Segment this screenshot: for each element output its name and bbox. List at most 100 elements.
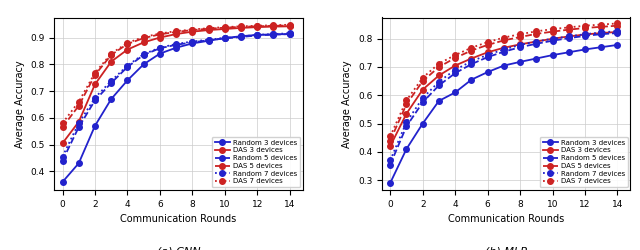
- Y-axis label: Average Accuracy: Average Accuracy: [15, 60, 25, 148]
- DAS 7 devices: [597, 23, 605, 26]
- Random 7 devices: [614, 30, 621, 32]
- DAS 5 devices: [253, 25, 261, 28]
- DAS 3 devices: [451, 64, 459, 67]
- Random 3 devices: [189, 42, 196, 45]
- DAS 3 devices: [419, 88, 426, 91]
- DAS 5 devices: [189, 28, 196, 32]
- Random 7 devices: [189, 40, 196, 43]
- DAS 7 devices: [253, 24, 261, 27]
- Random 5 devices: [189, 41, 196, 44]
- Random 5 devices: [500, 50, 508, 53]
- Random 7 devices: [108, 80, 115, 82]
- DAS 7 devices: [59, 122, 67, 125]
- Random 3 devices: [532, 57, 540, 60]
- DAS 7 devices: [140, 36, 147, 38]
- Random 5 devices: [403, 125, 410, 128]
- Random 5 devices: [435, 84, 443, 87]
- Random 7 devices: [548, 37, 556, 40]
- Random 7 devices: [532, 40, 540, 43]
- Random 7 devices: [565, 35, 573, 38]
- DAS 3 devices: [108, 60, 115, 63]
- Random 3 devices: [435, 100, 443, 102]
- DAS 3 devices: [221, 28, 228, 30]
- DAS 3 devices: [548, 37, 556, 40]
- Random 3 devices: [548, 54, 556, 56]
- Random 5 devices: [205, 39, 212, 42]
- DAS 7 devices: [419, 76, 426, 79]
- DAS 3 devices: [403, 112, 410, 115]
- Random 3 devices: [614, 44, 621, 46]
- Line: DAS 3 devices: DAS 3 devices: [387, 29, 620, 149]
- Random 5 devices: [108, 82, 115, 84]
- DAS 3 devices: [597, 32, 605, 34]
- DAS 7 devices: [516, 33, 524, 36]
- Line: Random 3 devices: Random 3 devices: [387, 42, 620, 186]
- Random 3 devices: [124, 79, 131, 82]
- Random 5 devices: [59, 159, 67, 162]
- DAS 5 devices: [172, 30, 180, 34]
- DAS 3 devices: [91, 83, 99, 86]
- DAS 5 devices: [221, 26, 228, 29]
- Random 7 devices: [435, 80, 443, 83]
- Random 5 devices: [597, 33, 605, 36]
- X-axis label: Communication Rounds: Communication Rounds: [120, 214, 237, 224]
- DAS 3 devices: [237, 26, 245, 30]
- Random 7 devices: [75, 122, 83, 125]
- Random 5 devices: [419, 101, 426, 104]
- DAS 3 devices: [59, 142, 67, 145]
- Random 7 devices: [286, 32, 294, 35]
- DAS 5 devices: [548, 30, 556, 33]
- Random 3 devices: [205, 39, 212, 42]
- DAS 7 devices: [172, 30, 180, 33]
- DAS 5 devices: [581, 26, 589, 30]
- Random 3 devices: [286, 32, 294, 35]
- Random 5 devices: [614, 32, 621, 34]
- Random 5 devices: [532, 42, 540, 45]
- DAS 3 devices: [189, 30, 196, 33]
- Random 7 devices: [581, 33, 589, 36]
- DAS 7 devices: [581, 24, 589, 27]
- Random 7 devices: [91, 96, 99, 99]
- DAS 7 devices: [205, 27, 212, 30]
- DAS 7 devices: [221, 26, 228, 29]
- Random 3 devices: [108, 98, 115, 100]
- Random 5 devices: [387, 163, 394, 166]
- Random 7 devices: [484, 53, 492, 56]
- Title: (a) CNN: (a) CNN: [157, 246, 200, 250]
- DAS 3 devices: [172, 32, 180, 35]
- DAS 5 devices: [419, 80, 426, 83]
- DAS 5 devices: [205, 27, 212, 30]
- Random 5 devices: [468, 63, 476, 66]
- Random 5 devices: [581, 34, 589, 37]
- Y-axis label: Average Accuracy: Average Accuracy: [342, 60, 353, 148]
- DAS 3 devices: [156, 36, 164, 39]
- DAS 5 devices: [500, 39, 508, 42]
- Random 5 devices: [484, 56, 492, 58]
- DAS 7 devices: [108, 52, 115, 55]
- Random 3 devices: [468, 78, 476, 81]
- Random 5 devices: [548, 39, 556, 42]
- DAS 5 devices: [124, 42, 131, 45]
- DAS 7 devices: [565, 26, 573, 29]
- Random 7 devices: [269, 32, 277, 35]
- Line: DAS 3 devices: DAS 3 devices: [60, 24, 292, 146]
- Random 7 devices: [451, 68, 459, 71]
- DAS 5 devices: [403, 103, 410, 106]
- DAS 5 devices: [140, 36, 147, 40]
- DAS 5 devices: [516, 36, 524, 38]
- DAS 5 devices: [435, 66, 443, 68]
- DAS 7 devices: [548, 28, 556, 30]
- DAS 5 devices: [269, 24, 277, 27]
- Random 7 devices: [237, 35, 245, 38]
- DAS 3 devices: [124, 48, 131, 51]
- DAS 7 devices: [403, 99, 410, 102]
- Random 5 devices: [124, 66, 131, 68]
- Random 5 devices: [565, 37, 573, 40]
- Line: Random 7 devices: Random 7 devices: [60, 30, 292, 159]
- Random 3 devices: [221, 36, 228, 40]
- Random 3 devices: [156, 52, 164, 55]
- Random 3 devices: [516, 60, 524, 64]
- DAS 7 devices: [269, 24, 277, 27]
- Random 3 devices: [140, 63, 147, 66]
- DAS 3 devices: [532, 40, 540, 43]
